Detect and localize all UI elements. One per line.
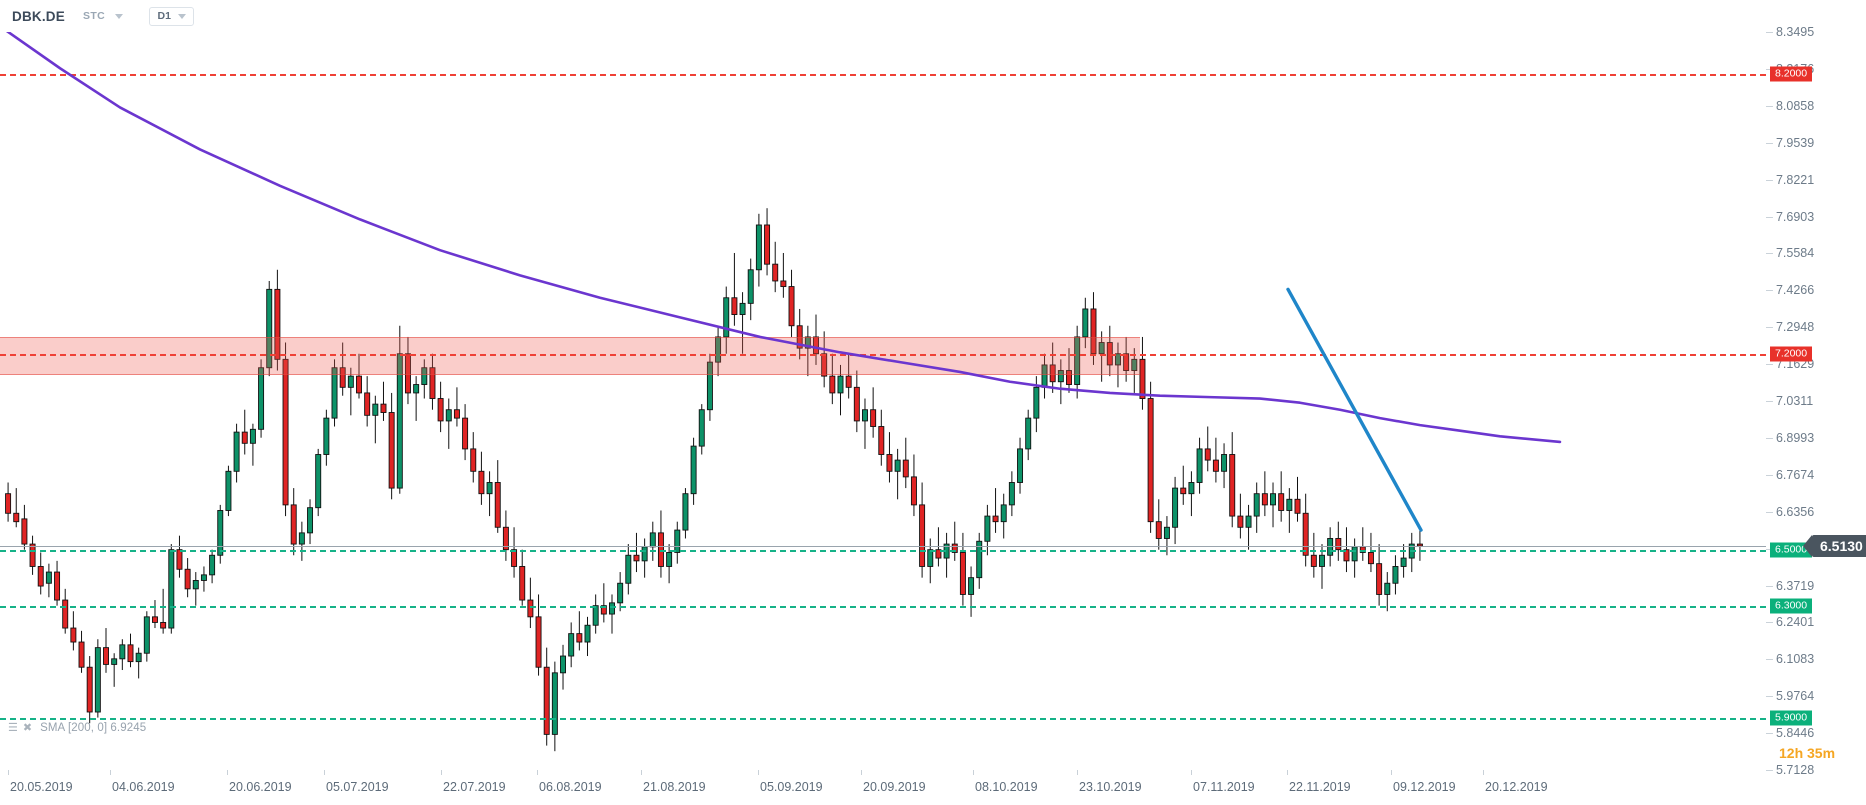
time-tick-mark bbox=[1191, 770, 1192, 775]
price-tick: –5.8446 bbox=[1766, 726, 1815, 741]
time-tick: 04.06.2019 bbox=[112, 780, 175, 794]
price-tick: –6.1083 bbox=[1766, 652, 1815, 667]
time-tick-mark bbox=[1287, 770, 1288, 775]
overlay-lines-layer bbox=[5, 32, 1562, 532]
indicator-legend-label: SMA [200, 0] 6.9245 bbox=[40, 722, 147, 734]
price-axis[interactable]: –8.3495–8.2176–8.0858–7.9539–7.8221–7.69… bbox=[1766, 25, 1866, 777]
resistance-zone[interactable] bbox=[0, 336, 1140, 376]
price-tick: –5.9764 bbox=[1766, 689, 1815, 704]
candlestick-series bbox=[5, 208, 1423, 752]
level-line-5.9000[interactable] bbox=[0, 717, 1766, 720]
chevron-down-icon bbox=[115, 13, 124, 19]
level-badge-7.2000[interactable]: 7.2000 bbox=[1770, 346, 1813, 362]
time-tick: 09.12.2019 bbox=[1393, 780, 1456, 794]
level-badge-5.9000[interactable]: 5.9000 bbox=[1770, 710, 1813, 726]
time-tick: 20.05.2019 bbox=[10, 780, 73, 794]
chevron-down-icon bbox=[177, 13, 186, 19]
time-tick: 08.10.2019 bbox=[975, 780, 1038, 794]
current-price-badge: 6.5130 bbox=[1803, 535, 1866, 558]
time-tick-mark bbox=[1483, 770, 1484, 775]
price-tick: –6.8993 bbox=[1766, 430, 1815, 445]
chart-toolbar: DBK.DE STC D1 bbox=[0, 0, 1866, 32]
account-mode-dropdown[interactable]: STC bbox=[83, 10, 124, 22]
price-tick: –7.2948 bbox=[1766, 320, 1815, 335]
price-tick: –7.9539 bbox=[1766, 135, 1815, 150]
bar-countdown-timer: 12h 35m bbox=[1779, 745, 1835, 761]
price-tick: –8.3495 bbox=[1766, 25, 1815, 39]
price-tick: –5.7128 bbox=[1766, 763, 1815, 777]
time-tick: 21.08.2019 bbox=[643, 780, 706, 794]
list-menu-icon[interactable]: ☰ bbox=[8, 721, 18, 734]
time-tick: 07.11.2019 bbox=[1193, 780, 1255, 794]
indicator-legend[interactable]: ☰ ✖ SMA [200, 0] 6.9245 bbox=[8, 722, 146, 734]
time-tick-mark bbox=[758, 770, 759, 775]
price-tick: –7.0311 bbox=[1766, 394, 1814, 408]
current-price-line bbox=[0, 546, 1766, 548]
time-tick: 05.09.2019 bbox=[760, 780, 823, 794]
time-tick-mark bbox=[324, 770, 325, 775]
level-line-7.2000[interactable] bbox=[0, 353, 1766, 356]
time-tick-mark bbox=[973, 770, 974, 775]
time-tick: 22.07.2019 bbox=[443, 780, 506, 794]
time-tick-mark bbox=[110, 770, 111, 775]
symbol-label[interactable]: DBK.DE bbox=[12, 8, 65, 24]
time-tick: 22.11.2019 bbox=[1289, 780, 1351, 794]
time-axis[interactable]: 20.05.2019 04.06.2019 20.06.2019 05.07.2019… bbox=[0, 770, 1866, 805]
level-badge-8.2000[interactable]: 8.2000 bbox=[1770, 66, 1813, 82]
time-tick-mark bbox=[8, 770, 9, 775]
time-tick: 05.07.2019 bbox=[326, 780, 389, 794]
time-tick: 20.12.2019 bbox=[1485, 780, 1548, 794]
level-line-6.3000[interactable] bbox=[0, 605, 1766, 608]
price-tick: –8.0858 bbox=[1766, 98, 1815, 113]
timeframe-label: D1 bbox=[157, 10, 171, 22]
price-tick: –7.5584 bbox=[1766, 246, 1815, 261]
time-tick: 20.06.2019 bbox=[229, 780, 292, 794]
chart-plot-area[interactable] bbox=[0, 32, 1766, 770]
price-tick: –6.7674 bbox=[1766, 467, 1815, 482]
time-tick: 23.10.2019 bbox=[1079, 780, 1142, 794]
level-line-8.2000[interactable] bbox=[0, 73, 1766, 76]
time-tick-mark bbox=[1077, 770, 1078, 775]
time-tick-mark bbox=[537, 770, 538, 775]
price-tick: –6.3719 bbox=[1766, 578, 1815, 593]
account-mode-label: STC bbox=[82, 10, 106, 22]
countdown-minutes: 35m bbox=[1807, 745, 1836, 761]
level-badge-6.5000[interactable]: 6.5000 bbox=[1770, 542, 1813, 558]
time-tick-mark bbox=[641, 770, 642, 775]
countdown-hours: 12h bbox=[1779, 745, 1804, 761]
time-tick-mark bbox=[227, 770, 228, 775]
price-tick: –7.6903 bbox=[1766, 209, 1815, 224]
close-icon[interactable]: ✖ bbox=[22, 721, 33, 734]
time-tick: 06.08.2019 bbox=[539, 780, 602, 794]
time-tick-mark bbox=[861, 770, 862, 775]
level-line-6.5000[interactable] bbox=[0, 549, 1766, 552]
timeframe-dropdown[interactable]: D1 bbox=[149, 6, 194, 26]
time-tick: 20.09.2019 bbox=[863, 780, 926, 794]
time-tick-mark bbox=[1391, 770, 1392, 775]
price-tick: –7.8221 bbox=[1766, 172, 1815, 187]
price-tick: –6.6356 bbox=[1766, 504, 1815, 519]
level-badge-6.3000[interactable]: 6.3000 bbox=[1770, 598, 1813, 614]
price-tick: –6.2401 bbox=[1766, 615, 1815, 630]
time-tick-mark bbox=[441, 770, 442, 775]
price-tick: –7.4266 bbox=[1766, 283, 1815, 298]
